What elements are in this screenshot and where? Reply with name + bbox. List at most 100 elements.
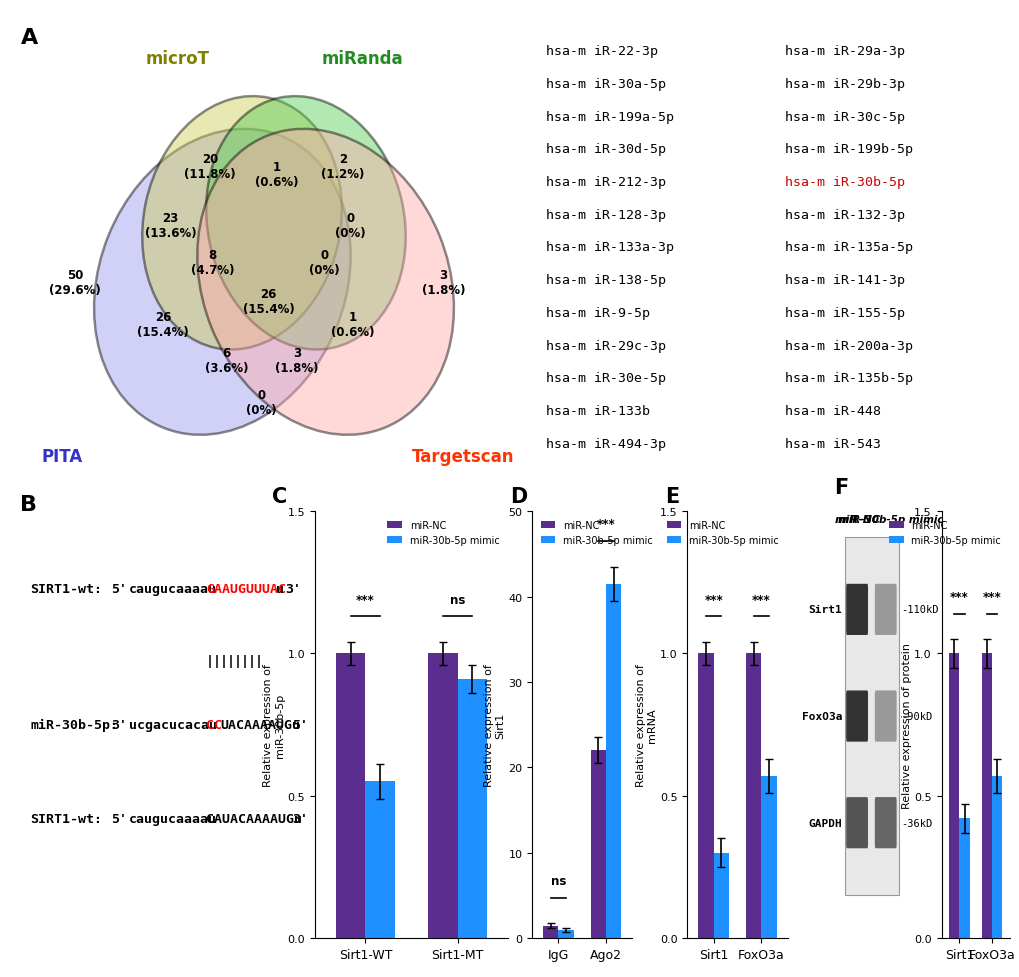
- Text: SIRT1-wt:: SIRT1-wt:: [31, 812, 103, 826]
- Bar: [428, 654, 458, 938]
- Text: D: D: [510, 487, 527, 506]
- Text: B: B: [20, 494, 37, 515]
- Text: SIRT1-wt:: SIRT1-wt:: [31, 582, 103, 595]
- Text: hsa-m iR-30c-5p: hsa-m iR-30c-5p: [785, 110, 904, 123]
- Text: 50
(29.6%): 50 (29.6%): [49, 269, 101, 296]
- Text: caugucaaaau: caugucaaaau: [128, 812, 216, 826]
- Text: ***: ***: [704, 593, 722, 606]
- Text: GAPDH: GAPDH: [808, 818, 842, 828]
- Bar: [746, 654, 760, 938]
- Text: -110kD: -110kD: [901, 605, 938, 615]
- Text: hsa-m iR-141-3p: hsa-m iR-141-3p: [785, 274, 904, 287]
- Y-axis label: Relative expression of
miR-30b-5p: Relative expression of miR-30b-5p: [263, 663, 284, 786]
- Text: PITA: PITA: [42, 447, 84, 466]
- Text: ***: ***: [751, 593, 770, 606]
- Text: FoxO3a: FoxO3a: [801, 711, 842, 721]
- Bar: [959, 819, 969, 938]
- Text: hsa-m iR-132-3p: hsa-m iR-132-3p: [785, 208, 904, 222]
- Bar: [980, 654, 990, 938]
- Text: ns: ns: [449, 593, 465, 606]
- Bar: [365, 782, 394, 938]
- Bar: [542, 926, 557, 938]
- Text: 3': 3': [285, 582, 301, 595]
- Text: miR-30b-5p mimic: miR-30b-5p mimic: [837, 515, 943, 525]
- Text: |: |: [212, 655, 220, 667]
- Text: miR-30b-5p:: miR-30b-5p:: [31, 718, 118, 732]
- Text: 0
(0%): 0 (0%): [334, 212, 365, 240]
- Text: -90kD: -90kD: [901, 711, 931, 721]
- Text: hsa-m iR-133a-3p: hsa-m iR-133a-3p: [545, 241, 674, 254]
- Text: microT: microT: [146, 50, 210, 68]
- FancyBboxPatch shape: [846, 691, 867, 742]
- Text: hsa-m iR-30b-5p: hsa-m iR-30b-5p: [785, 176, 904, 189]
- Text: hsa-m iR-543: hsa-m iR-543: [785, 437, 880, 450]
- Text: hsa-m iR-29a-3p: hsa-m iR-29a-3p: [785, 45, 904, 59]
- Text: 0
(0%): 0 (0%): [309, 249, 339, 276]
- Text: hsa-m iR-199b-5p: hsa-m iR-199b-5p: [785, 144, 912, 156]
- Text: 3': 3': [292, 812, 308, 826]
- Ellipse shape: [206, 97, 406, 350]
- Text: F: F: [834, 478, 848, 497]
- Text: ***: ***: [981, 590, 1001, 604]
- Text: 26
(15.4%): 26 (15.4%): [138, 311, 190, 338]
- FancyBboxPatch shape: [846, 797, 867, 848]
- Text: hsa-m iR-200a-3p: hsa-m iR-200a-3p: [785, 339, 912, 352]
- Text: hsa-m iR-30d-5p: hsa-m iR-30d-5p: [545, 144, 665, 156]
- Y-axis label: Relative expression of
Sirt1: Relative expression of Sirt1: [483, 663, 505, 786]
- Text: hsa-m iR-155-5p: hsa-m iR-155-5p: [785, 307, 904, 319]
- Text: E: E: [664, 487, 679, 506]
- Bar: [335, 654, 365, 938]
- Text: 5': 5': [111, 582, 127, 595]
- Legend: miR-NC, miR-30b-5p mimic: miR-NC, miR-30b-5p mimic: [662, 517, 782, 549]
- Text: A: A: [20, 28, 38, 48]
- Text: hsa-m iR-135b-5p: hsa-m iR-135b-5p: [785, 372, 912, 385]
- Text: ucgacucacau: ucgacucacau: [128, 718, 216, 732]
- Text: Sirt1: Sirt1: [808, 605, 842, 615]
- Bar: [605, 584, 621, 938]
- Bar: [698, 654, 713, 938]
- Text: hsa-m iR-30a-5p: hsa-m iR-30a-5p: [545, 78, 665, 91]
- Bar: [557, 930, 573, 938]
- Text: |: |: [248, 655, 256, 667]
- Text: ***: ***: [356, 593, 374, 606]
- Bar: [760, 776, 775, 938]
- Text: 5': 5': [111, 812, 127, 826]
- Text: miR-NC: miR-NC: [834, 515, 880, 525]
- Ellipse shape: [197, 130, 453, 436]
- Ellipse shape: [142, 97, 341, 350]
- Text: |: |: [205, 655, 213, 667]
- FancyBboxPatch shape: [874, 584, 896, 635]
- Text: 0
(0%): 0 (0%): [247, 389, 277, 417]
- Text: CAUACAAAAUGu: CAUACAAAAUGu: [206, 812, 302, 826]
- Text: hsa-m iR-30e-5p: hsa-m iR-30e-5p: [545, 372, 665, 385]
- Bar: [590, 750, 605, 938]
- Text: hsa-m iR-199a-5p: hsa-m iR-199a-5p: [545, 110, 674, 123]
- Text: |: |: [226, 655, 234, 667]
- Text: hsa-m iR-9-5p: hsa-m iR-9-5p: [545, 307, 649, 319]
- Bar: [948, 654, 959, 938]
- Text: 1
(0.6%): 1 (0.6%): [330, 311, 374, 338]
- Text: hsa-m iR-22-3p: hsa-m iR-22-3p: [545, 45, 657, 59]
- Legend: miR-NC, miR-30b-5p mimic: miR-NC, miR-30b-5p mimic: [536, 517, 656, 549]
- Bar: [713, 853, 729, 938]
- Text: |: |: [219, 655, 227, 667]
- Text: hsa-m iR-494-3p: hsa-m iR-494-3p: [545, 437, 665, 450]
- Y-axis label: Relative expression of
mRNA: Relative expression of mRNA: [635, 663, 656, 786]
- Text: 3
(1.8%): 3 (1.8%): [275, 347, 319, 375]
- Text: 6
(3.6%): 6 (3.6%): [205, 347, 248, 375]
- Text: hsa-m iR-133b: hsa-m iR-133b: [545, 404, 649, 417]
- Text: miRanda: miRanda: [321, 50, 403, 68]
- Bar: [844, 537, 899, 895]
- Text: -36kD: -36kD: [901, 818, 931, 828]
- FancyBboxPatch shape: [874, 691, 896, 742]
- Text: hsa-m iR-138-5p: hsa-m iR-138-5p: [545, 274, 665, 287]
- Text: 23
(13.6%): 23 (13.6%): [145, 212, 197, 240]
- Text: 1
(0.6%): 1 (0.6%): [255, 160, 298, 189]
- Bar: [990, 776, 1002, 938]
- Legend: miR-NC, miR-30b-5p mimic: miR-NC, miR-30b-5p mimic: [383, 517, 503, 549]
- Text: |: |: [240, 655, 249, 667]
- Text: 20
(11.8%): 20 (11.8%): [184, 153, 235, 181]
- Text: ***: ***: [949, 590, 968, 604]
- Text: ***: ***: [596, 518, 614, 531]
- Text: hsa-m iR-212-3p: hsa-m iR-212-3p: [545, 176, 665, 189]
